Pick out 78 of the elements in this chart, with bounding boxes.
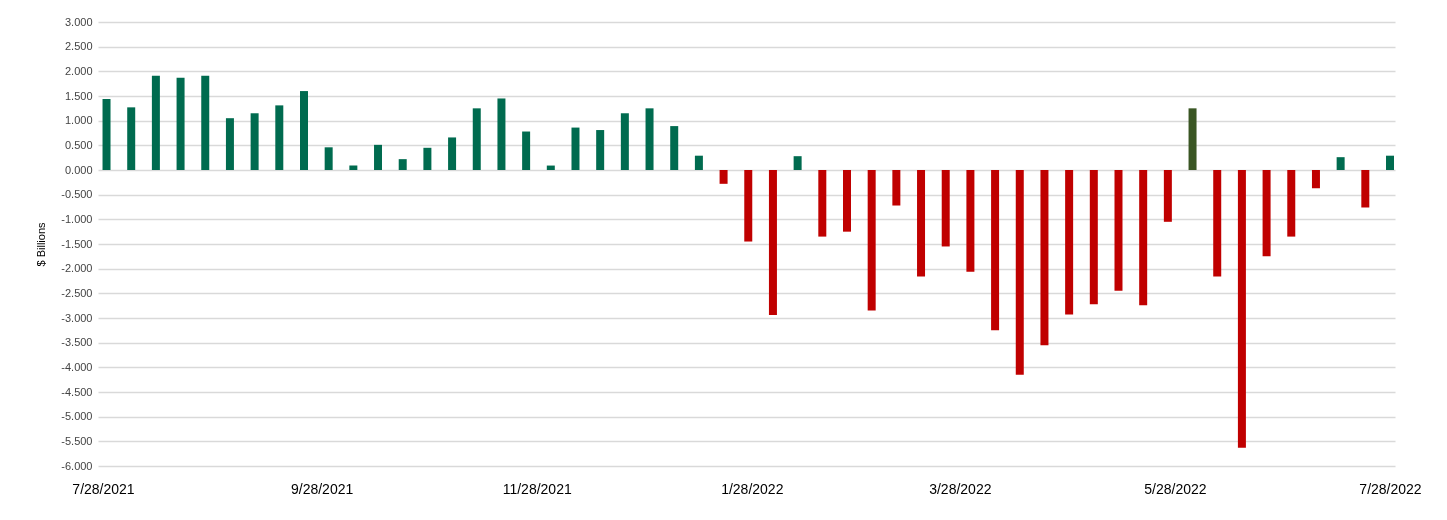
x-tick-label: 9/28/2021: [290, 480, 354, 497]
bar: [497, 98, 506, 170]
bar: [1311, 170, 1320, 189]
y-tick-label: 0.000: [64, 163, 93, 176]
bar: [522, 131, 531, 170]
y-tick-label: -2.000: [61, 262, 93, 275]
bar: [1262, 170, 1271, 257]
bar: [151, 75, 160, 170]
y-tick-label: -1.500: [61, 237, 93, 250]
bar: [1139, 170, 1148, 306]
y-tick-label: 2.000: [64, 64, 93, 77]
bar: [374, 144, 383, 170]
bar: [1386, 155, 1394, 170]
x-tick-label: 5/28/2022: [1144, 480, 1207, 497]
bar: [275, 105, 284, 170]
bar: [620, 113, 629, 170]
y-axis-title: $ Billions: [35, 221, 48, 267]
x-tick-label: 7/28/2022: [1359, 480, 1422, 497]
bar: [842, 170, 851, 232]
bar: [201, 75, 210, 170]
y-tick-label: -3.500: [61, 336, 93, 349]
y-tick-label: 3.000: [64, 15, 93, 28]
bar: [250, 113, 259, 170]
y-tick-label: 2.500: [64, 40, 93, 53]
bar: [596, 130, 605, 170]
bar: [917, 170, 926, 277]
bar: [768, 170, 777, 316]
bar: [867, 170, 876, 311]
bar: [1237, 170, 1246, 448]
bar: [1163, 170, 1172, 222]
y-tick-label: -4.500: [61, 385, 93, 398]
bar: [818, 170, 827, 237]
y-tick-label: 1.500: [64, 89, 93, 102]
bar: [472, 108, 481, 170]
x-tick-label: 11/28/2021: [502, 480, 572, 497]
x-tick-label: 1/28/2022: [721, 480, 784, 497]
y-tick-label: -0.500: [61, 188, 93, 201]
y-tick-label: -5.000: [61, 410, 93, 423]
bar: [1188, 108, 1197, 170]
bar: [225, 118, 234, 170]
x-tick-label: 3/28/2022: [929, 480, 992, 497]
bar: [1361, 170, 1370, 208]
y-tick-label: -6.000: [61, 459, 93, 472]
bar: [719, 170, 728, 184]
bar: [694, 155, 703, 170]
bar: [1336, 157, 1345, 170]
y-tick-label: -4.000: [61, 360, 93, 373]
bar: [892, 170, 901, 206]
bar: [793, 156, 802, 170]
bar: [991, 170, 1000, 331]
bar: [176, 77, 185, 170]
x-tick-label: 7/28/2021: [72, 480, 135, 497]
bar: [941, 170, 950, 247]
bar: [670, 126, 679, 170]
bar: [1287, 170, 1296, 237]
bar: [398, 159, 407, 170]
bar: [744, 170, 753, 242]
y-tick-label: 1.000: [64, 114, 93, 127]
y-tick-label: -3.000: [61, 311, 93, 324]
bar: [102, 98, 111, 170]
bar: [423, 147, 432, 170]
bar: [1065, 170, 1074, 315]
bar: [1114, 170, 1123, 291]
y-tick-label: -5.500: [61, 434, 93, 447]
bar: [1015, 170, 1024, 375]
bar: [127, 107, 136, 170]
bar: [1213, 170, 1222, 277]
bar: [571, 127, 580, 170]
y-tick-label: -1.000: [61, 212, 93, 225]
bar: [645, 108, 654, 170]
bar: [1040, 170, 1049, 346]
y-tick-label: -2.500: [61, 286, 93, 299]
bar: [966, 170, 975, 272]
bar: [299, 91, 308, 170]
bar: [324, 147, 333, 170]
bar: [448, 137, 457, 170]
y-tick-label: 0.500: [64, 138, 93, 151]
bar: [1089, 170, 1098, 305]
